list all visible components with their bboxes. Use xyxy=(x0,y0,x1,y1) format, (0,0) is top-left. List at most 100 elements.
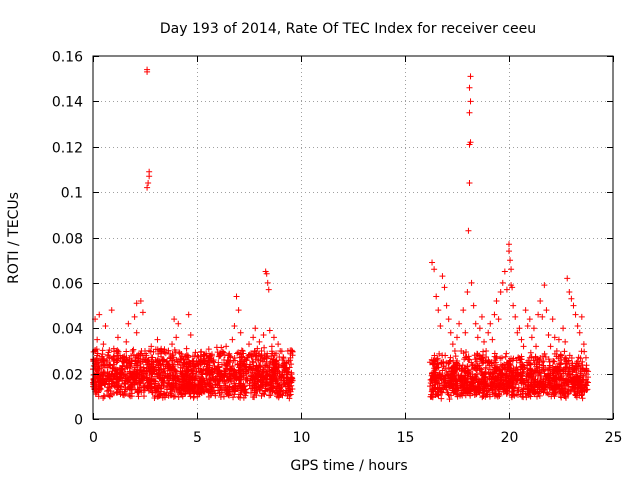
data-point xyxy=(465,227,472,234)
data-point-band xyxy=(261,362,268,369)
data-point-band xyxy=(101,355,108,362)
data-point-band xyxy=(445,372,452,379)
data-point-band xyxy=(563,372,570,379)
data-point xyxy=(150,368,157,375)
data-point-band xyxy=(503,380,510,387)
data-point xyxy=(555,336,562,343)
data-point xyxy=(445,316,452,323)
x-tick-label: 15 xyxy=(397,430,415,446)
data-point-band xyxy=(450,366,457,373)
data-point xyxy=(241,361,248,368)
data-point xyxy=(233,293,240,300)
x-tick-label: 5 xyxy=(193,430,202,446)
data-point xyxy=(258,347,265,354)
data-point-band xyxy=(487,371,494,378)
data-point-band xyxy=(169,385,176,392)
data-point-band xyxy=(268,355,275,362)
data-point-band xyxy=(165,347,172,354)
data-point-band xyxy=(151,395,158,402)
data-point-band xyxy=(148,375,155,382)
x-tick-label: 20 xyxy=(501,430,519,446)
data-point-band xyxy=(96,386,103,393)
data-point-band xyxy=(288,369,295,376)
data-point-band xyxy=(246,361,253,368)
data-point-band xyxy=(125,360,132,367)
data-point-band xyxy=(276,353,283,360)
data-point-band xyxy=(428,378,435,385)
data-point-band xyxy=(205,357,212,364)
data-point-band xyxy=(161,390,168,397)
data-point-band xyxy=(527,366,534,373)
data-point xyxy=(160,361,167,368)
data-point-band xyxy=(426,383,433,390)
data-point xyxy=(221,357,228,364)
data-point-band xyxy=(579,358,586,365)
data-point-band xyxy=(549,364,556,371)
data-point-band xyxy=(447,354,454,361)
data-point-band xyxy=(195,354,202,361)
data-point xyxy=(139,309,146,316)
data-point-band xyxy=(128,352,135,359)
y-tick-label: 0.1 xyxy=(61,186,83,202)
data-point-band xyxy=(153,387,160,394)
data-point-band xyxy=(434,385,441,392)
data-point xyxy=(142,347,148,354)
data-point xyxy=(287,388,294,395)
data-point-band xyxy=(544,373,551,380)
data-point-band xyxy=(224,362,231,369)
data-point-band xyxy=(545,391,552,398)
data-point xyxy=(102,322,109,329)
data-point-band xyxy=(163,373,170,380)
data-point-band xyxy=(196,381,203,388)
data-point-band xyxy=(472,362,479,369)
data-point-band xyxy=(215,387,222,394)
data-point xyxy=(503,286,510,293)
data-point-band xyxy=(448,392,455,399)
data-point-band xyxy=(569,360,576,367)
data-point-band xyxy=(266,379,273,386)
data-point-band xyxy=(450,357,457,364)
data-point xyxy=(125,320,132,327)
data-point-band xyxy=(266,373,273,380)
data-point xyxy=(137,298,144,305)
data-point xyxy=(431,266,438,273)
data-point-band xyxy=(498,354,505,361)
data-point-band xyxy=(530,383,537,390)
data-point-band xyxy=(268,368,275,375)
data-point xyxy=(248,350,255,357)
data-point xyxy=(429,259,436,266)
data-point-band xyxy=(549,369,556,376)
data-point-band xyxy=(513,357,520,364)
data-point-band xyxy=(544,390,551,397)
data-point-band xyxy=(520,390,527,397)
data-point xyxy=(279,357,286,364)
data-point-band xyxy=(551,358,558,365)
data-point-band xyxy=(581,389,588,396)
data-point-band xyxy=(552,363,559,370)
data-point-band xyxy=(123,348,130,355)
data-point-band xyxy=(510,387,517,394)
data-point-band xyxy=(520,368,527,375)
data-point-band xyxy=(289,375,296,382)
data-point-band xyxy=(132,386,139,393)
data-point xyxy=(535,311,542,318)
data-point-band xyxy=(249,385,256,392)
data-point-band xyxy=(513,369,520,376)
data-point xyxy=(144,68,151,75)
data-point-band xyxy=(454,393,461,400)
data-point xyxy=(229,336,236,343)
data-point-band xyxy=(458,374,465,381)
data-point-band xyxy=(263,370,270,377)
data-point-band xyxy=(495,366,502,373)
data-point-band xyxy=(499,381,506,388)
data-point-band xyxy=(237,367,244,374)
data-point-band xyxy=(464,372,471,379)
data-point xyxy=(435,307,442,314)
y-tick-label: 0.04 xyxy=(52,322,83,338)
data-point-band xyxy=(201,358,208,365)
data-point-band xyxy=(550,372,557,379)
data-point xyxy=(208,368,215,375)
x-axis-label: GPS time / hours xyxy=(290,458,407,474)
data-point-band xyxy=(197,389,204,396)
